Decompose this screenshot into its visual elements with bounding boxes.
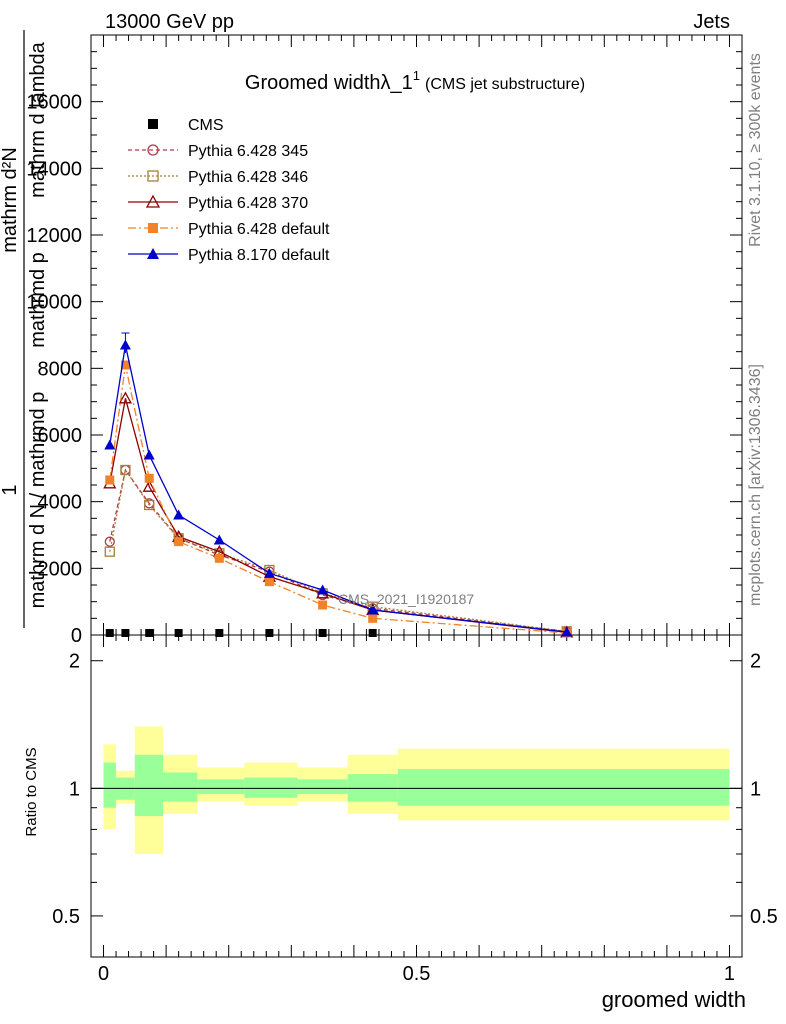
data-point (214, 553, 224, 563)
ratio-stat-band-2 (134, 754, 163, 817)
ratio-stat-band-8 (397, 769, 730, 806)
data-point (121, 629, 130, 637)
ratio-tick-label-left: 0.5 (52, 906, 80, 928)
ratio-y-label: Ratio to CMS (23, 747, 40, 836)
data-point (120, 464, 131, 476)
data-point (368, 613, 378, 623)
data-point (561, 626, 573, 637)
series-5 (104, 332, 573, 637)
data-point (104, 439, 116, 450)
y-tick-label: 10000 (26, 292, 82, 314)
ratio-tick-label-right: 0.5 (750, 906, 778, 928)
legend: CMS Pythia 6.428 345 Pythia 6.428 346 Pythi… (128, 117, 330, 264)
y-tick-label: 16000 (26, 92, 82, 114)
ratio-tick-label-left: 1 (69, 778, 80, 800)
ratio-stat-band-5 (244, 777, 298, 798)
data-point (104, 546, 115, 557)
x-tick-label: 1 (724, 963, 735, 985)
ratio-tick-label-left: 2 (69, 651, 80, 673)
y-tick-label: 12000 (26, 225, 82, 247)
x-axis: 0 0.5 1 (98, 35, 735, 985)
data-point (173, 509, 185, 520)
y-tick-label: 0 (71, 625, 82, 647)
data-point (144, 473, 154, 483)
legend-marker-1 (147, 144, 159, 156)
ratio-stat-band-4 (197, 779, 245, 794)
data-point (318, 600, 328, 610)
legend-marker-5 (147, 248, 159, 259)
data-point (318, 629, 327, 637)
y-tick-label: 14000 (26, 158, 82, 180)
y-tick-label: 4000 (38, 492, 83, 514)
data-point (105, 475, 115, 485)
data-point (145, 629, 154, 637)
legend-marker-4 (148, 223, 158, 233)
data-point (105, 629, 114, 637)
y-label-top: mathrm d²N (0, 147, 21, 253)
series-layer (103, 332, 574, 638)
data-point (174, 537, 184, 547)
legend-marker-3 (145, 194, 161, 208)
data-point (367, 604, 379, 615)
series-line-3 (109, 398, 567, 633)
legend-label-2: Pythia 6.428 346 (188, 169, 308, 186)
chart-subtitle: (CMS jet substructure) (425, 76, 585, 93)
y-label-denominator-1: mathrm d N / mathrmd p (27, 392, 49, 609)
x-tick-label: 0.5 (403, 963, 431, 985)
mcplots-label: mcplots.cern.ch [arXiv:1306.3436] (747, 364, 764, 606)
series-line-5 (109, 344, 567, 633)
ratio-bands (103, 726, 730, 854)
data-point (120, 360, 130, 370)
y-label-denominator-3: mathrm d lambda (27, 41, 49, 197)
legend-label-1: Pythia 6.428 345 (188, 143, 308, 160)
data-point (174, 629, 183, 637)
series-line-2 (109, 468, 567, 632)
data-point (368, 629, 377, 637)
ratio-stat-band-0 (103, 762, 117, 808)
legend-label-3: Pythia 6.428 370 (188, 195, 308, 212)
data-point (317, 584, 329, 595)
y-tick-label: 6000 (38, 425, 83, 447)
y-label-numerator: 1 (0, 484, 21, 495)
data-point (104, 536, 115, 547)
series-line-1 (109, 468, 567, 633)
ratio-tick-label-right: 1 (750, 778, 761, 800)
header-left: 13000 GeV pp (105, 11, 234, 33)
y-tick-label: 2000 (38, 558, 83, 580)
data-point (263, 567, 275, 578)
legend-marker-0 (148, 119, 158, 129)
data-point (264, 577, 274, 587)
ratio-y-axis: 0.5 0.5 1 1 2 2 (52, 651, 778, 928)
data-point (119, 339, 131, 350)
series-0 (105, 629, 571, 637)
y-tick-label: 8000 (38, 358, 83, 380)
data-point (143, 449, 155, 460)
data-point (142, 479, 156, 492)
legend-label-0: CMS (188, 117, 224, 134)
legend-label-4: Pythia 6.428 default (188, 221, 330, 238)
series-2 (104, 464, 572, 637)
ratio-stat-band-6 (297, 779, 348, 794)
data-point (144, 499, 155, 511)
ratio-tick-label-right: 2 (750, 651, 761, 673)
data-point (265, 629, 274, 637)
main-y-label: mathrm d²N 1 mathrm d N / mathrmd p math… (0, 30, 49, 628)
main-y-axis: 0 2000 4000 6000 8000 10000 12000 14000 16000 (26, 34, 742, 647)
data-point (215, 629, 224, 637)
chart-title: Groomed widthλ_11 (245, 68, 420, 94)
legend-marker-2 (147, 170, 159, 182)
x-axis-label: groomed width (602, 987, 746, 1012)
header-right: Jets (693, 11, 730, 33)
watermark: CMS_2021_I1920187 (338, 591, 474, 607)
legend-label-5: Pythia 8.170 default (188, 247, 330, 264)
data-point (213, 534, 225, 545)
ratio-stat-band-3 (162, 772, 198, 802)
y-label-denominator-2: mathrmd p (27, 252, 49, 348)
x-tick-label: 0 (98, 963, 109, 985)
rivet-label: Rivet 3.1.10, ≥ 300k events (747, 53, 764, 247)
data-point (118, 391, 133, 404)
series-1 (104, 464, 572, 637)
